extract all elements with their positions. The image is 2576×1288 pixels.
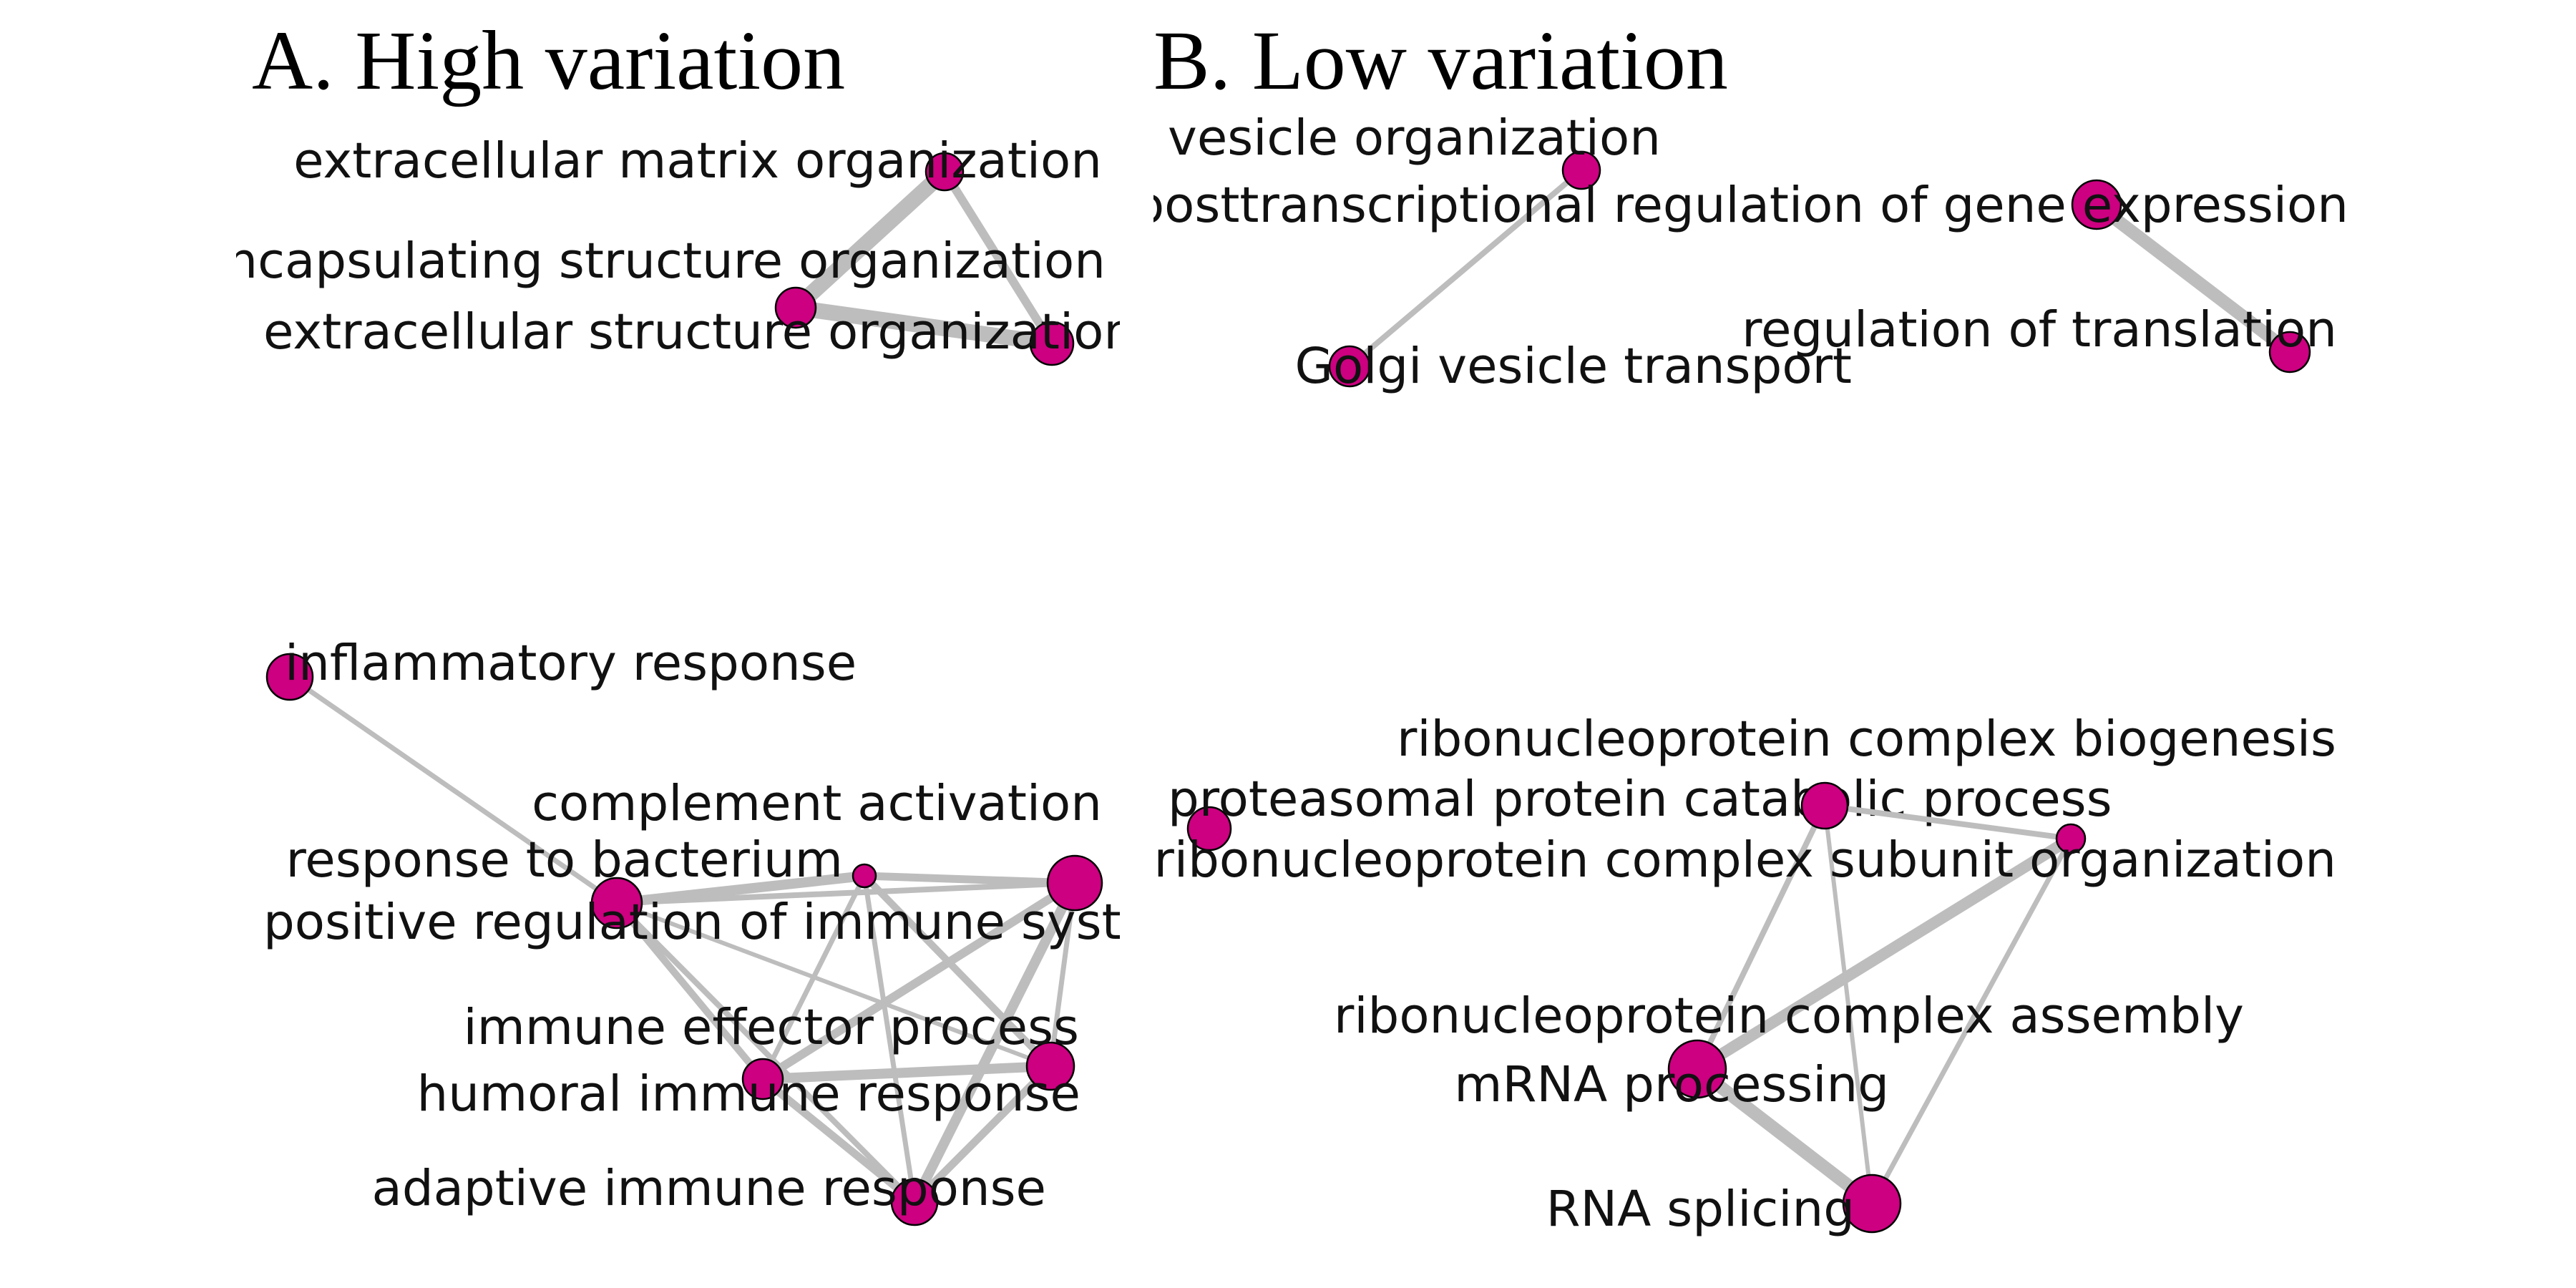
edge-complement-activation-to-immune-effector-process xyxy=(861,872,1054,1070)
node-group xyxy=(265,653,1103,1226)
node-positive-regulation-of-immune-system-process[interactable] xyxy=(1046,854,1103,912)
node-label-immune-effector-process: immune effector process xyxy=(463,999,1079,1056)
node-label-inflammatory-response: inflammatory response xyxy=(285,635,857,692)
label-group: vesicle organization Golgi vesicle transp… xyxy=(1168,109,1852,395)
node-label-humoral-immune-response: humoral immune response xyxy=(417,1065,1081,1123)
edge-ribonucleoprotein-comple-to-rna-splicing xyxy=(1869,836,2074,1206)
label-group: proteasomal protein catabolic process xyxy=(1168,771,2112,828)
label-group: inflammatory response complement activati… xyxy=(263,635,1405,1217)
node-ribonucleoprotein-complex-biogenesis[interactable] xyxy=(1800,781,1849,830)
node-label-ribonucleoprotein-complex-biogenesis: ribonucleoprotein complex biogenesis xyxy=(1397,711,2336,768)
node-label-positive-regulation-of-immune-system-process: positive regulation of immune system pro… xyxy=(263,894,1405,951)
edge-response-to-bacterium-to-positive-regulation-of-i xyxy=(614,880,1078,906)
node-label-encapsulating-structure-organization: encapsulating structure organization xyxy=(196,233,1106,290)
node-group xyxy=(1667,781,2087,1234)
edge-positive-regulation-of-i-to-immune-effector-process xyxy=(1048,880,1078,1069)
node-extracellular-structure-organization[interactable] xyxy=(1029,321,1075,366)
edge-ribonucleoprotein-comple-to-ribonucleoprotein-comple xyxy=(1822,803,2074,841)
node-extracellular-matrix-organization[interactable] xyxy=(924,152,965,192)
edge-humoral-immune-response-to-adaptive-immune-response xyxy=(758,1075,919,1206)
cluster-immune: inflammatory response complement activati… xyxy=(263,635,1405,1226)
panel-b-title: B. Low variation xyxy=(1153,14,1728,107)
node-label-adaptive-immune-response: adaptive immune response xyxy=(372,1160,1046,1217)
node-label-rna-splicing: RNA splicing xyxy=(1546,1181,1855,1238)
node-immune-effector-process[interactable] xyxy=(1025,1041,1075,1091)
node-group xyxy=(1328,150,1601,388)
cluster-extracellular: extracellular matrix organization encapsu… xyxy=(196,132,1135,366)
node-ribonucleoprotein-complex-subunit-organization[interactable] xyxy=(2055,823,2087,854)
node-group xyxy=(774,152,1075,366)
edge-extracellular-matrix-org-to-extracellular-structure- xyxy=(940,167,1056,348)
edge-group xyxy=(1347,167,1584,369)
node-posttranscriptional-regulation-of-gene-expression[interactable] xyxy=(2071,179,2122,230)
edge-inflammatory-response-to-response-to-bacterium xyxy=(287,674,620,906)
edge-ribonucleoprotein-comple-to-mrna-processing xyxy=(1692,833,2077,1075)
node-adaptive-immune-response[interactable] xyxy=(890,1178,939,1226)
edge-group xyxy=(788,164,1060,351)
node-encapsulating-structure-organization[interactable] xyxy=(774,286,817,329)
cluster-ribonucleoprotein: ribonucleoprotein complex biogenesis ribo… xyxy=(1154,711,2336,1238)
edge-encapsulating-structure--to-extracellular-structure- xyxy=(788,300,1060,351)
node-label-ribonucleoprotein-complex-subunit-organization: ribonucleoprotein complex subunit organi… xyxy=(1154,831,2336,889)
label-group: ribonucleoprotein complex biogenesis ribo… xyxy=(1154,711,2336,1238)
cluster-vesicle: vesicle organization Golgi vesicle transp… xyxy=(1168,109,1852,395)
node-golgi-vesicle-transport[interactable] xyxy=(1328,345,1371,388)
edge-group xyxy=(1691,803,2077,1210)
node-label-golgi-vesicle-transport: Golgi vesicle transport xyxy=(1295,338,1852,395)
edge-complement-activation-to-adaptive-immune-response xyxy=(862,873,917,1205)
node-label-complement-activation: complement activation xyxy=(532,775,1102,832)
cluster-translation: posttranscriptional regulation of gene e… xyxy=(1133,177,2348,374)
node-ribonucleoprotein-complex-assembly[interactable] xyxy=(1667,1039,1727,1099)
label-group: extracellular matrix organization encapsu… xyxy=(196,132,1135,361)
node-response-to-bacterium[interactable] xyxy=(590,877,643,930)
node-regulation-of-translation[interactable] xyxy=(2268,331,2311,374)
node-inflammatory-response[interactable] xyxy=(265,653,314,701)
edge-group xyxy=(287,674,1080,1207)
edge-ribonucleoprotein-comple-to-mrna-processing xyxy=(1694,803,1828,1072)
cluster-proteasomal: proteasomal protein catabolic process xyxy=(1168,771,2112,852)
edge-response-to-bacterium-to-humoral-immune-response xyxy=(613,899,766,1083)
edge-positive-regulation-of-i-to-adaptive-immune-response xyxy=(909,878,1080,1207)
node-label-proteasomal-protein-catabolic-process: proteasomal protein catabolic process xyxy=(1168,771,2112,828)
node-label-posttranscriptional-regulation-of-gene-expression: posttranscriptional regulation of gene e… xyxy=(1133,177,2348,234)
node-complement-activation[interactable] xyxy=(852,863,877,889)
node-proteasomal-protein-catabolic-process[interactable] xyxy=(1186,806,1232,852)
node-rna-splicing[interactable] xyxy=(1842,1174,1902,1234)
edge-vesicle-organization-to-golgi-vesicle-transport xyxy=(1347,167,1584,369)
node-label-extracellular-matrix-organization: extracellular matrix organization xyxy=(293,132,1102,190)
node-humoral-immune-response[interactable] xyxy=(741,1058,784,1101)
edge-mrna-processing-to-rna-splicing xyxy=(1691,1063,1878,1210)
edge-group xyxy=(2090,198,2296,358)
node-label-extracellular-structure-organization: extracellular structure organization xyxy=(263,303,1135,361)
node-group xyxy=(2071,179,2311,374)
label-group: posttranscriptional regulation of gene e… xyxy=(1133,177,2348,358)
panel-b-network: vesicle organization Golgi vesicle transp… xyxy=(1133,109,2348,1238)
edge-ribonucleoprotein-comple-to-rna-splicing xyxy=(1823,804,1874,1206)
panel-a-title: A. High variation xyxy=(252,14,845,107)
edge-response-to-bacterium-to-immune-effector-process xyxy=(615,901,1053,1068)
edge-posttranscriptional-regu-to-regulation-of-translatio xyxy=(2090,198,2296,358)
node-label-mrna-processing: mRNA processing xyxy=(1454,1056,1889,1113)
node-label-regulation-of-translation: regulation of translation xyxy=(1742,301,2337,358)
node-label-vesicle-organization: vesicle organization xyxy=(1168,109,1661,167)
node-vesicle-organization[interactable] xyxy=(1561,150,1601,190)
node-label-ribonucleoprotein-complex-assembly: ribonucleoprotein complex assembly xyxy=(1334,987,2244,1045)
node-label-response-to-bacterium: response to bacterium xyxy=(286,831,843,889)
edge-extracellular-matrix-org-to-encapsulating-structure- xyxy=(788,164,952,316)
edge-response-to-bacterium-to-adaptive-immune-response xyxy=(614,900,917,1205)
panel-a-network: extracellular matrix organization encapsu… xyxy=(196,132,1405,1226)
node-group xyxy=(1186,806,1232,852)
edge-positive-regulation-of-i-to-humoral-immune-response xyxy=(758,879,1079,1083)
edge-immune-effector-process-to-adaptive-immune-response xyxy=(910,1062,1055,1206)
edge-immune-effector-process-to-humoral-immune-response xyxy=(758,1061,1055,1084)
